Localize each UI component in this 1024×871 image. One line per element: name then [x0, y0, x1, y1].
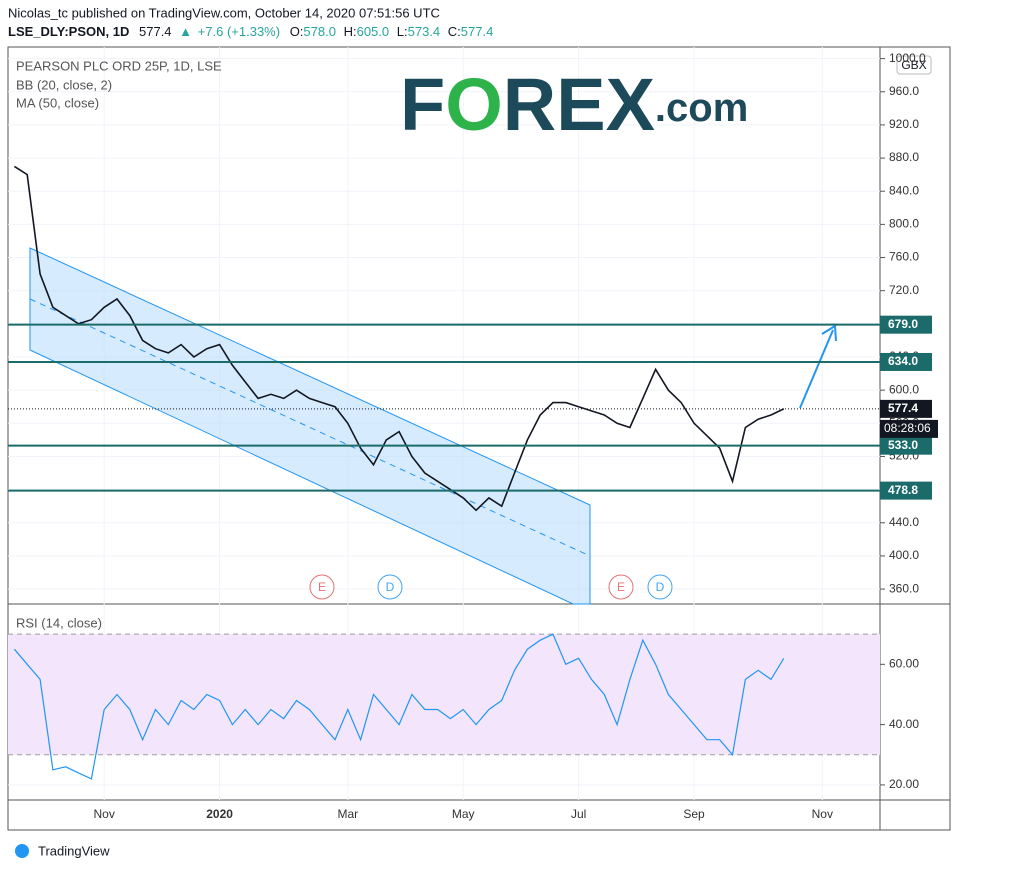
open: 578.0 [303, 24, 336, 39]
close-label: C: [448, 24, 461, 39]
y-tick-label: 840.0 [889, 183, 919, 197]
arrow-head [821, 324, 837, 342]
tv-icon [15, 844, 29, 858]
y-tick-label: 920.0 [889, 117, 919, 131]
countdown-box [880, 419, 938, 438]
y-tick-label: 400.0 [889, 548, 919, 562]
y-tick-label: 600.0 [889, 382, 919, 396]
channel-mid [29, 298, 591, 557]
channel [29, 247, 591, 605]
event-marker [608, 574, 634, 600]
last: 577.4 [139, 24, 172, 39]
y-tick-label: 20.00 [889, 777, 919, 791]
logo-rex: REX [503, 63, 655, 146]
event-label: E [318, 580, 326, 594]
quote-line: LSE_DLY:PSON, 1D 577.4 ▲ +7.6 (+1.33%) O… [8, 24, 493, 39]
last-price-box [880, 399, 932, 418]
high-label: H: [344, 24, 357, 39]
x-tick-label: Sep [683, 807, 705, 821]
close: 577.4 [461, 24, 494, 39]
event-label: D [656, 580, 665, 594]
level-label-box [880, 315, 932, 334]
last-price-label: 577.4 [888, 401, 918, 415]
y-tick-label: 40.00 [889, 717, 919, 731]
x-tick-label: Nov [94, 807, 115, 821]
level-label-box [880, 352, 932, 371]
symbol: LSE_DLY:PSON, 1D [8, 24, 129, 39]
change: +7.6 (+1.33%) [198, 24, 280, 39]
currency-box[interactable] [896, 55, 932, 75]
x-tick-label: 2020 [206, 807, 233, 821]
footer: TradingView [38, 843, 110, 858]
y-tick-label: 760.0 [889, 250, 919, 264]
y-tick-label: 800.0 [889, 217, 919, 231]
x-tick-label: Mar [337, 807, 358, 821]
level-label: 679.0 [888, 317, 918, 331]
pane-title: PEARSON PLC ORD 25P, 1D, LSE [16, 58, 222, 73]
series-line [13, 165, 785, 512]
indicator: MA (50, close) [16, 95, 99, 110]
logo: FOREX.com [400, 63, 748, 146]
pane-title: RSI (14, close) [16, 615, 102, 630]
y-tick-label: 440.0 [889, 515, 919, 529]
logo-com: .com [655, 86, 748, 130]
logo-o: O [445, 63, 503, 146]
level-label: 533.0 [888, 438, 918, 452]
x-tick-label: May [452, 807, 475, 821]
y-tick-label: 360.0 [889, 581, 919, 595]
series-line [13, 633, 785, 780]
y-tick-label: 880.0 [889, 150, 919, 164]
level-label: 478.8 [888, 483, 918, 497]
event-label: D [386, 580, 395, 594]
arrow [799, 329, 834, 409]
low-label: L: [397, 24, 408, 39]
event-marker [309, 574, 335, 600]
logo-f: F [400, 63, 445, 146]
event-marker [377, 574, 403, 600]
level-label-box [880, 436, 932, 455]
low: 573.4 [408, 24, 441, 39]
high: 605.0 [357, 24, 390, 39]
level-label-box [880, 481, 932, 500]
event-label: E [617, 580, 625, 594]
open-label: O: [290, 24, 304, 39]
event-marker [647, 574, 673, 600]
indicator: BB (20, close, 2) [16, 77, 112, 92]
publisher: Nicolas_tc published on TradingView.com,… [8, 5, 440, 20]
frame [7, 46, 951, 831]
grid [8, 47, 880, 800]
y-tick-label: 60.00 [889, 656, 919, 670]
x-tick-label: Jul [571, 807, 586, 821]
marks [13, 165, 785, 780]
level-label: 634.0 [888, 354, 918, 368]
countdown: 08:28:06 [884, 421, 931, 435]
x-tick-label: Nov [812, 807, 833, 821]
up-arrow: ▲ [179, 24, 192, 39]
y-tick-label: 960.0 [889, 84, 919, 98]
currency: GBX [901, 58, 926, 72]
rsi-band [8, 634, 880, 755]
y-tick-label: 720.0 [889, 283, 919, 297]
y-tick-label: 1000.0 [889, 51, 926, 65]
